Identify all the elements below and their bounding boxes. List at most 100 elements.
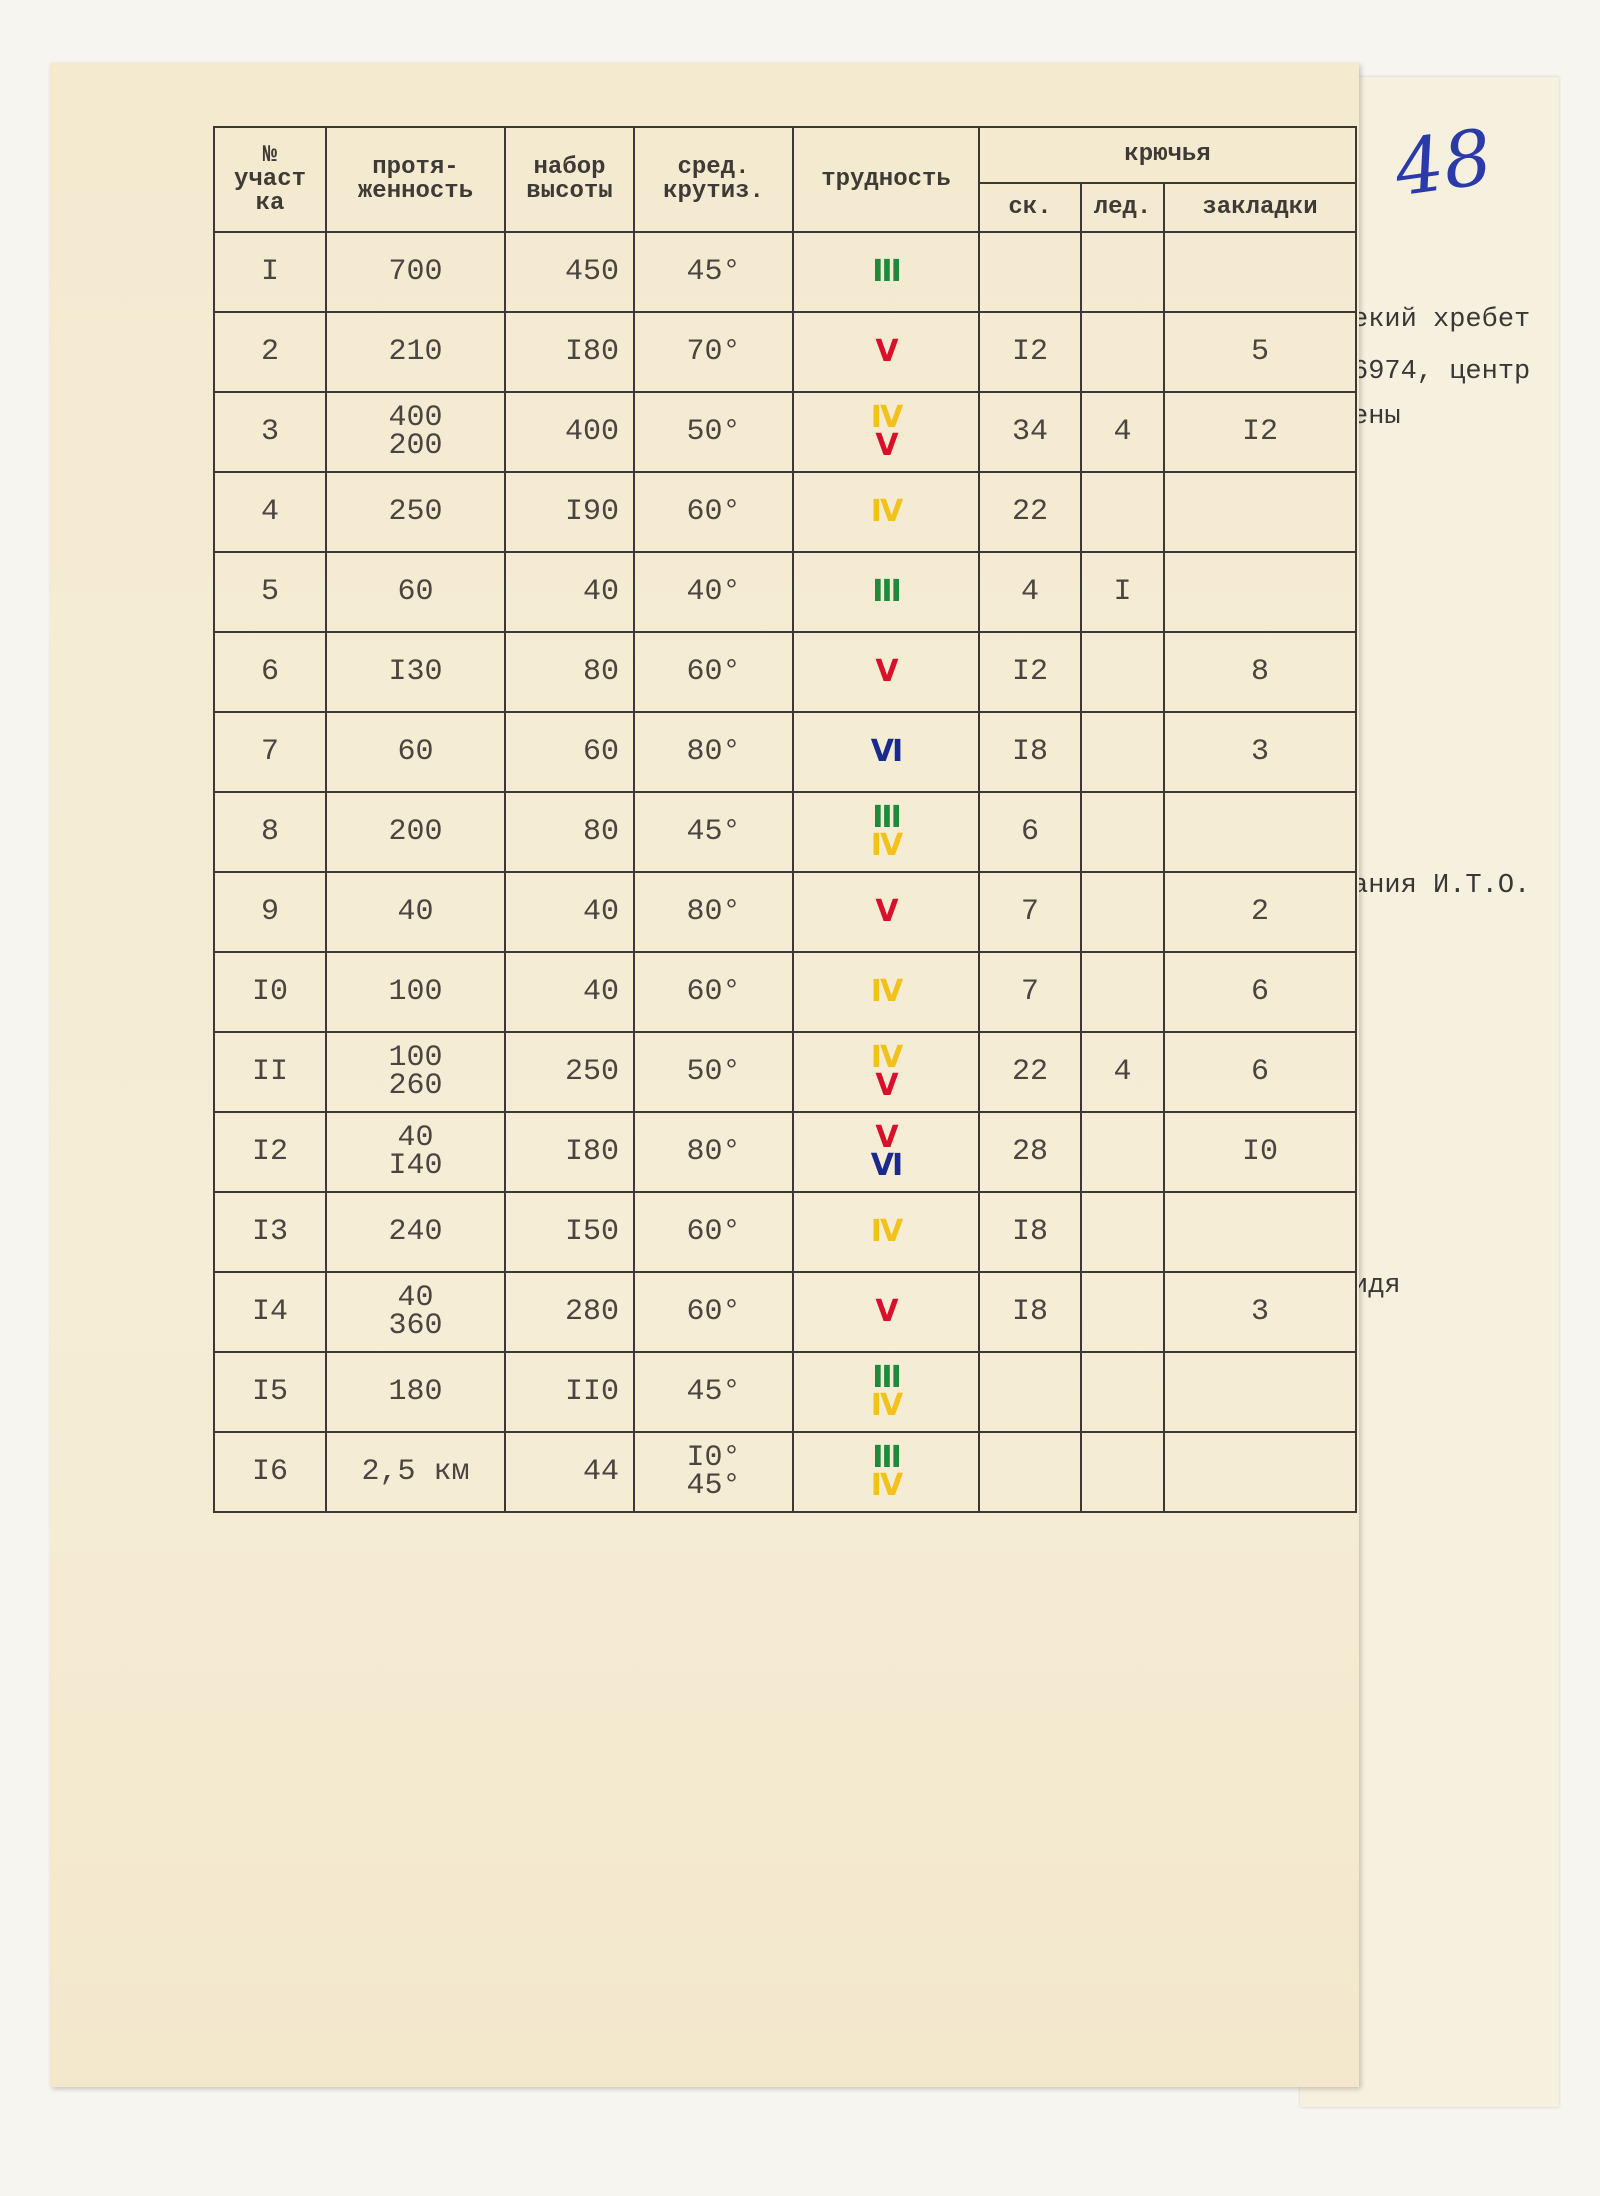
grade: IV bbox=[870, 1388, 903, 1423]
grade: V bbox=[875, 894, 898, 929]
table-cell: 40 bbox=[504, 551, 635, 633]
grade-cell: V bbox=[792, 1271, 980, 1353]
table-cell bbox=[1162, 1431, 1358, 1513]
grade-cell: V bbox=[792, 871, 980, 953]
column-header: протя- женность bbox=[325, 126, 506, 233]
table-cell bbox=[1080, 1431, 1165, 1513]
grade-cell: VI bbox=[792, 711, 980, 793]
table-cell: 45° bbox=[633, 231, 794, 313]
grade: V bbox=[875, 1294, 898, 1329]
back-text: ены bbox=[1352, 402, 1401, 432]
table-cell: I8 bbox=[978, 1191, 1082, 1273]
table-cell: I2 bbox=[978, 631, 1082, 713]
grade: VI bbox=[870, 1148, 903, 1183]
table-cell: 40 bbox=[504, 951, 635, 1033]
grade: IV bbox=[870, 1214, 903, 1249]
column-header: набор высоты bbox=[504, 126, 635, 233]
cell-line: 400 bbox=[388, 401, 443, 435]
table-cell bbox=[1080, 231, 1165, 313]
table-cell bbox=[1080, 1111, 1165, 1193]
grade: III bbox=[872, 1360, 902, 1395]
grade-cell: IV V bbox=[792, 1031, 980, 1113]
table-cell: 40 bbox=[325, 871, 506, 953]
grade: IV bbox=[870, 1468, 903, 1503]
table-cell bbox=[1080, 311, 1165, 393]
table-row: 5 60 40 40° III 4 I bbox=[213, 551, 1358, 633]
table-row: 8 200 80 45° III IV 6 bbox=[213, 791, 1358, 873]
table-row: I4 40 360 280 60° V I8 3 bbox=[213, 1271, 1358, 1353]
table-cell: 45° bbox=[633, 1351, 794, 1433]
table-cell bbox=[978, 231, 1082, 313]
table-cell: 60° bbox=[633, 1191, 794, 1273]
table-cell bbox=[1162, 791, 1358, 873]
table-cell: 200 bbox=[325, 791, 506, 873]
table-cell bbox=[1162, 1191, 1358, 1273]
table-cell bbox=[1080, 951, 1165, 1033]
back-text: идя bbox=[1352, 1271, 1401, 1301]
table-row: II 100 260 250 50° IV V 22 4 6 bbox=[213, 1031, 1358, 1113]
grade-cell: III IV bbox=[792, 791, 980, 873]
table-cell bbox=[1162, 1351, 1358, 1433]
table-cell bbox=[1080, 711, 1165, 793]
table-cell: 34 bbox=[978, 391, 1082, 473]
table-cell: I bbox=[213, 231, 327, 313]
table-cell: 8 bbox=[213, 791, 327, 873]
table-cell: 60° bbox=[633, 471, 794, 553]
table-row: 2 210 I80 70° V I2 5 bbox=[213, 311, 1358, 393]
table-cell: 80° bbox=[633, 711, 794, 793]
table-cell: 9 bbox=[213, 871, 327, 953]
table-cell: 8 bbox=[1162, 631, 1358, 713]
table-cell: 4 bbox=[213, 471, 327, 553]
cell-line: 100 bbox=[388, 1041, 443, 1075]
table-cell: 40 I40 bbox=[325, 1111, 506, 1193]
table-cell: 7 bbox=[978, 951, 1082, 1033]
table-cell: 70° bbox=[633, 311, 794, 393]
table-cell: 6 bbox=[213, 631, 327, 713]
table-cell bbox=[978, 1351, 1082, 1433]
grade-cell: IV V bbox=[792, 391, 980, 473]
table-cell: 80 bbox=[504, 791, 635, 873]
cell-line: 40 bbox=[397, 1121, 434, 1155]
table-row: 3 400 200 400 50° IV V 34 4 I2 bbox=[213, 391, 1358, 473]
table-cell: 3 bbox=[1162, 711, 1358, 793]
table-cell: 2 bbox=[1162, 871, 1358, 953]
table-cell: I0° 45° bbox=[633, 1431, 794, 1513]
table-cell: 40 bbox=[504, 871, 635, 953]
table-cell: I50 bbox=[504, 1191, 635, 1273]
table-row: I0 100 40 60° IV 7 6 bbox=[213, 951, 1358, 1033]
table-cell: I6 bbox=[213, 1431, 327, 1513]
grade-cell: III IV bbox=[792, 1431, 980, 1513]
table-cell: 5 bbox=[213, 551, 327, 633]
table-row: 7 60 60 80° VI I8 3 bbox=[213, 711, 1358, 793]
column-header: сред. крутиз. bbox=[633, 126, 794, 233]
table-cell: 44 bbox=[504, 1431, 635, 1513]
table-cell: 80° bbox=[633, 871, 794, 953]
table-cell: 40° bbox=[633, 551, 794, 633]
table-cell: 60° bbox=[633, 631, 794, 713]
table-cell bbox=[1080, 1351, 1165, 1433]
table-cell: 250 bbox=[325, 471, 506, 553]
table-row: I3 240 I50 60° IV I8 bbox=[213, 1191, 1358, 1273]
cell-line: I40 bbox=[388, 1149, 443, 1183]
table-cell: I2 bbox=[978, 311, 1082, 393]
table-row: 4 250 I90 60° IV 22 bbox=[213, 471, 1358, 553]
table-cell: 22 bbox=[978, 1031, 1082, 1113]
grade-cell: V VI bbox=[792, 1111, 980, 1193]
table-cell bbox=[1080, 791, 1165, 873]
table-cell bbox=[1080, 1191, 1165, 1273]
table-cell: 5 bbox=[1162, 311, 1358, 393]
table-cell: 6 bbox=[1162, 1031, 1358, 1113]
table-cell: 60 bbox=[504, 711, 635, 793]
table-cell: 4 bbox=[1080, 1031, 1165, 1113]
table-cell: 50° bbox=[633, 391, 794, 473]
cell-line: 360 bbox=[388, 1309, 443, 1343]
group-header: крючья bbox=[977, 126, 1358, 184]
table-cell: 40 360 bbox=[325, 1271, 506, 1353]
table-cell: 7 bbox=[978, 871, 1082, 953]
table-cell bbox=[1080, 631, 1165, 713]
grade: V bbox=[875, 428, 898, 463]
back-text: екий хребет bbox=[1352, 305, 1531, 335]
grade-cell: V bbox=[792, 311, 980, 393]
table-cell: I0 bbox=[1162, 1111, 1358, 1193]
